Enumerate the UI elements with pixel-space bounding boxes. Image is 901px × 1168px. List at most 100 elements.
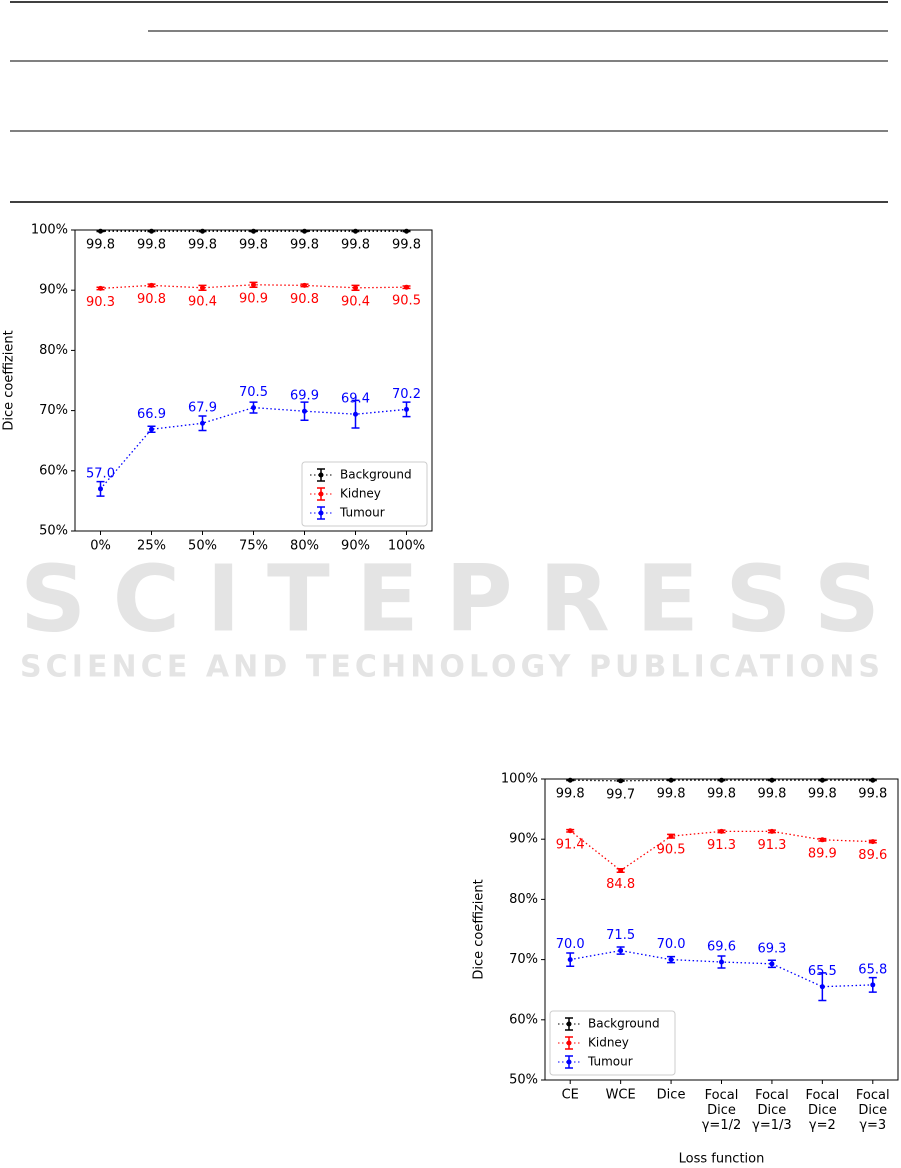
data-point: [819, 837, 825, 843]
data-label: 90.8: [137, 292, 166, 307]
legend-label: Background: [340, 468, 412, 482]
data-point: [618, 948, 624, 954]
data-label: 69.4: [341, 392, 370, 407]
data-label: 65.5: [808, 964, 837, 979]
y-tick-label: 70%: [39, 403, 68, 418]
data-point: [302, 228, 307, 234]
data-label: 70.5: [239, 385, 268, 400]
data-label: 66.9: [137, 407, 166, 422]
data-label: 69.3: [757, 941, 786, 956]
y-tick-label: 100%: [501, 772, 538, 787]
data-label: 99.8: [341, 238, 370, 253]
data-point: [719, 777, 724, 783]
data-label: 69.9: [290, 389, 319, 404]
legend-marker: [318, 491, 324, 497]
data-label: 90.3: [86, 295, 115, 310]
y-tick-label: 50%: [39, 524, 68, 539]
data-point: [353, 228, 358, 234]
data-point: [567, 828, 573, 834]
legend-label: Tumour: [587, 1055, 633, 1069]
data-label: 99.8: [290, 238, 319, 253]
data-point: [719, 828, 724, 834]
data-label: 99.8: [392, 238, 421, 253]
x-tick-label: Focal Dice γ=1/3: [752, 1088, 792, 1133]
data-point: [769, 777, 775, 783]
x-tick-label: 25%: [137, 539, 166, 554]
data-label: 57.0: [86, 466, 115, 481]
data-label: 91.4: [556, 837, 585, 852]
data-point: [819, 984, 825, 990]
y-axis-label: Dice coeffizient: [472, 879, 487, 979]
data-label: 99.8: [808, 787, 837, 802]
x-tick-label: 100%: [388, 539, 425, 554]
x-axis-label: Loss function: [679, 1152, 765, 1167]
data-label: 99.8: [137, 238, 166, 253]
data-label: 91.3: [707, 838, 736, 853]
y-tick-label: 60%: [39, 463, 68, 478]
data-label: 70.0: [657, 937, 686, 952]
data-label: 99.8: [188, 238, 217, 253]
legend-label: Tumour: [339, 506, 385, 520]
watermark-subtitle: SCIENCE AND TECHNOLOGY PUBLICATIONS: [20, 650, 880, 685]
legend-label: Background: [588, 1017, 660, 1031]
data-point: [618, 778, 624, 784]
data-label: 90.4: [188, 294, 217, 309]
data-point: [870, 982, 876, 988]
legend-box: [301, 461, 428, 527]
data-point: [251, 405, 256, 411]
data-label: 99.8: [86, 238, 115, 253]
legend-box: [549, 1010, 676, 1076]
data-label: 90.8: [290, 292, 319, 307]
data-label: 99.8: [239, 238, 268, 253]
y-tick-label: 80%: [509, 892, 538, 907]
data-point: [98, 228, 103, 234]
data-point: [404, 406, 409, 412]
data-point: [668, 833, 674, 839]
watermark-title: SCITEPRESS: [20, 545, 880, 652]
data-point: [98, 486, 103, 492]
data-label: 99.8: [757, 787, 786, 802]
x-tick-label: 80%: [290, 539, 319, 554]
data-point: [668, 957, 674, 963]
data-point: [404, 284, 409, 290]
data-point: [251, 228, 256, 234]
legend-marker: [318, 510, 324, 516]
data-point: [353, 411, 358, 417]
data-point: [200, 228, 205, 234]
data-point: [668, 777, 674, 783]
x-tick-label: Focal Dice γ=3: [856, 1088, 890, 1133]
data-point: [200, 285, 205, 291]
data-point: [149, 426, 154, 432]
data-label: 89.6: [858, 848, 887, 863]
table-rules: [10, 1, 888, 203]
y-tick-label: 70%: [509, 952, 538, 967]
x-tick-label: 0%: [90, 539, 111, 554]
legend-marker: [318, 472, 324, 478]
x-tick-label: Focal Dice γ=2: [806, 1088, 840, 1133]
legend-marker: [566, 1059, 572, 1065]
data-label: 70.2: [392, 387, 421, 402]
y-tick-label: 100%: [31, 223, 68, 238]
y-tick-label: 90%: [509, 832, 538, 847]
x-tick-label: Focal Dice γ=1/2: [702, 1088, 742, 1133]
data-label: 89.9: [808, 846, 837, 861]
x-tick-label: Dice: [657, 1088, 686, 1103]
data-label: 84.8: [606, 877, 635, 892]
y-tick-label: 60%: [509, 1012, 538, 1027]
legend-marker: [566, 1021, 572, 1027]
data-point: [149, 282, 154, 288]
data-label: 90.5: [657, 843, 686, 858]
legend-label: Kidney: [340, 487, 381, 501]
data-point: [149, 228, 154, 234]
x-tick-label: 75%: [239, 539, 268, 554]
data-point: [567, 957, 573, 963]
data-point: [98, 285, 103, 291]
data-label: 91.3: [757, 838, 786, 853]
data-point: [769, 961, 775, 967]
data-point: [302, 408, 307, 414]
data-label: 90.9: [239, 291, 268, 306]
data-point: [819, 777, 825, 783]
data-point: [200, 420, 205, 426]
data-point: [567, 777, 573, 783]
data-label: 65.8: [858, 962, 887, 977]
